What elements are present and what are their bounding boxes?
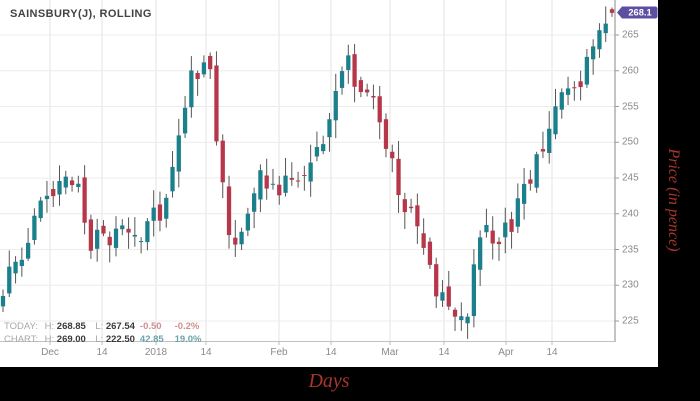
svg-text:268.1: 268.1 (628, 7, 651, 17)
